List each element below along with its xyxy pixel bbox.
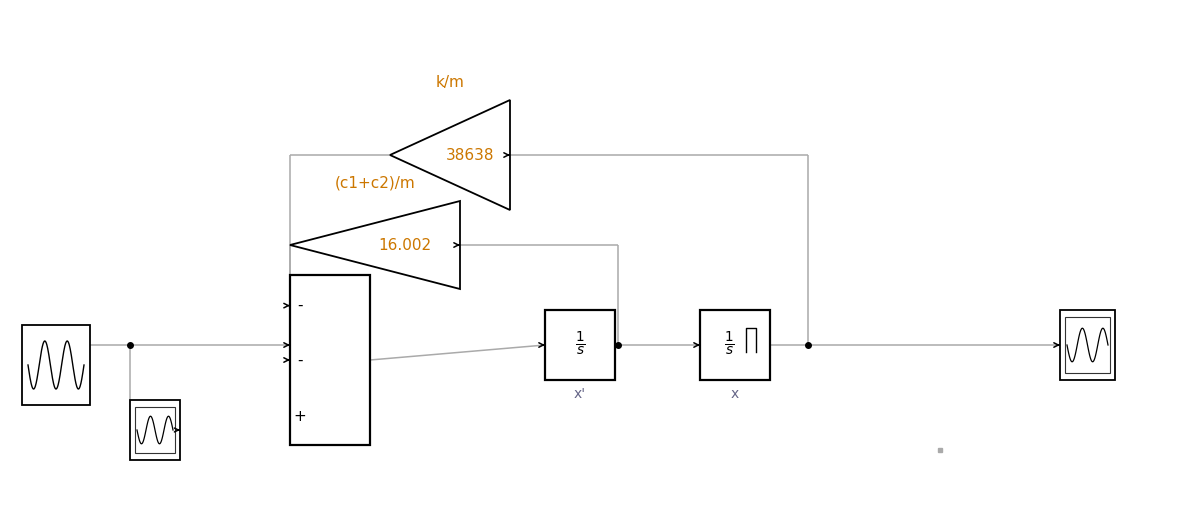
Bar: [135, 407, 175, 453]
Bar: [1065, 317, 1110, 373]
Polygon shape: [290, 201, 460, 289]
Text: -: -: [297, 353, 302, 367]
Text: 38638: 38638: [446, 147, 494, 163]
Bar: [1061, 310, 1115, 380]
Bar: [700, 310, 770, 380]
Bar: [23, 325, 90, 405]
Text: (c1+c2)/m: (c1+c2)/m: [334, 175, 416, 191]
Text: x: x: [731, 387, 739, 401]
Bar: [130, 400, 180, 460]
Text: k/m: k/m: [436, 74, 465, 90]
Polygon shape: [390, 100, 510, 210]
Text: 16.002: 16.002: [378, 238, 431, 252]
Text: -: -: [297, 298, 302, 313]
Text: $\frac{1}{s}$: $\frac{1}{s}$: [724, 329, 735, 357]
Text: $\frac{1}{s}$: $\frac{1}{s}$: [575, 329, 585, 357]
Bar: [545, 310, 615, 380]
Text: x': x': [574, 387, 587, 401]
Text: +: +: [294, 409, 307, 423]
Bar: [290, 275, 370, 445]
